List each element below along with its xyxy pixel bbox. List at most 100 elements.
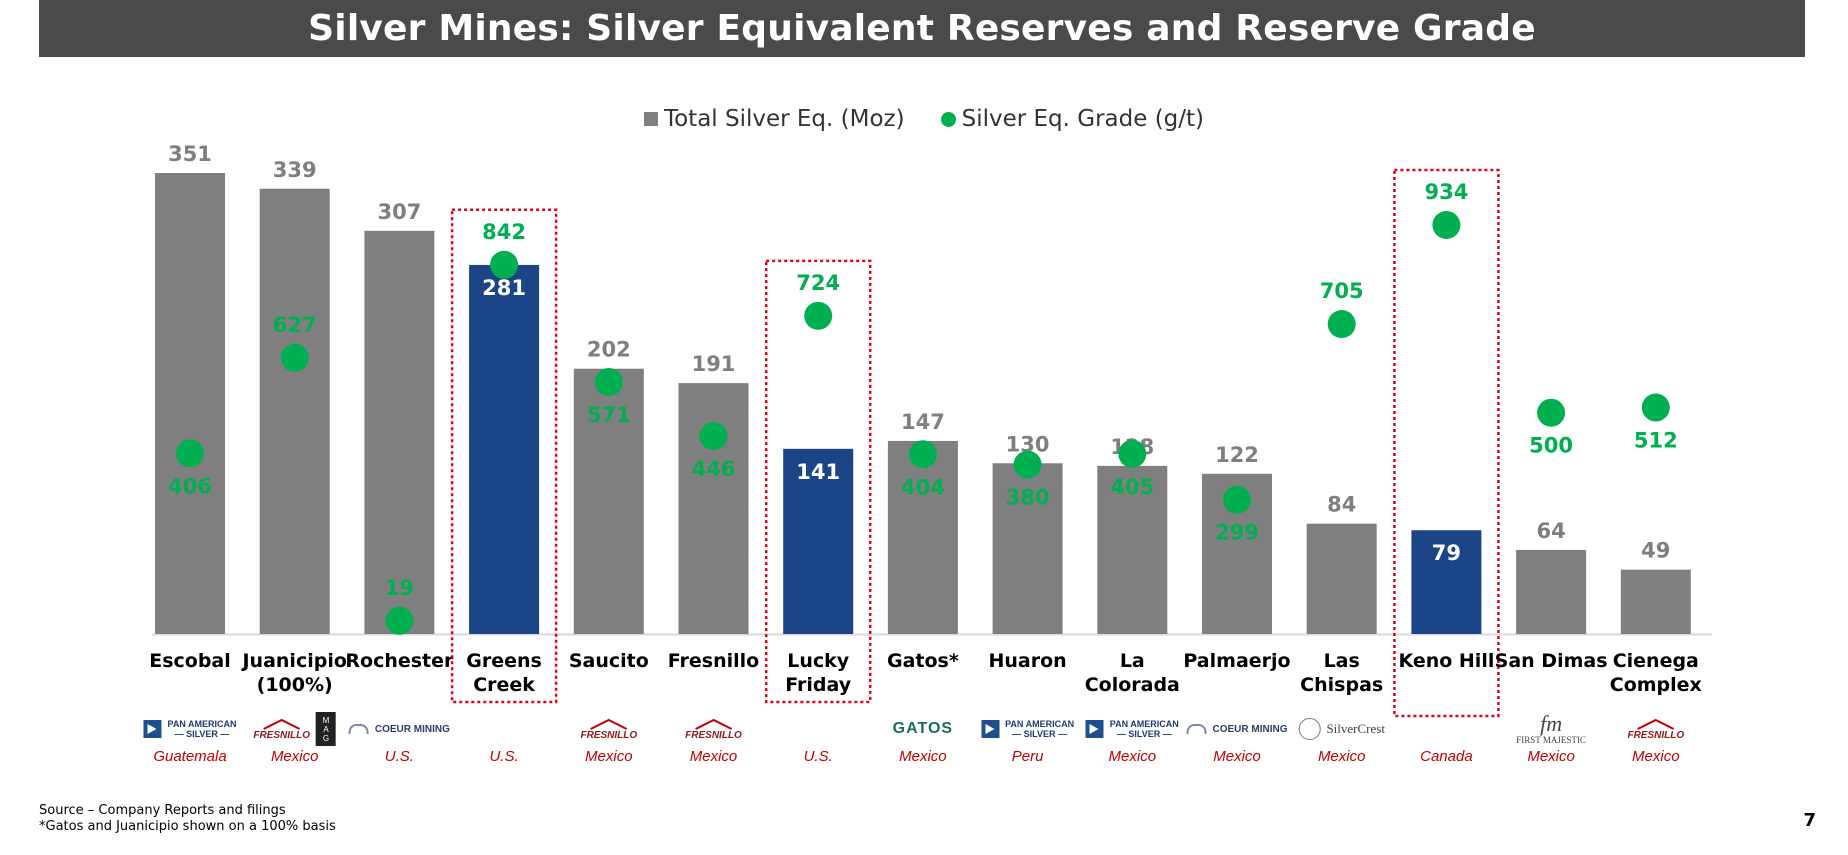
grade-value-label: 705 bbox=[1320, 279, 1364, 303]
logo-text-line: fm bbox=[1540, 711, 1563, 736]
grade-dot bbox=[804, 301, 833, 330]
category-label: Saucito bbox=[569, 650, 649, 672]
company-logo: FRESNILLO bbox=[1627, 712, 1684, 746]
company-logo: FRESNILLO M A G bbox=[253, 712, 337, 746]
fresnillo-mark: FRESNILLO bbox=[580, 718, 637, 741]
bar-value-label: 141 bbox=[796, 460, 840, 484]
bar-value-label: 339 bbox=[273, 158, 317, 182]
category-label: Fresnillo bbox=[668, 650, 759, 672]
roof-icon bbox=[590, 718, 628, 730]
footnote-basis: *Gatos and Juanicipio shown on a 100% ba… bbox=[39, 819, 336, 834]
grade-dot bbox=[1641, 393, 1670, 422]
bar-value-label: 191 bbox=[692, 352, 736, 376]
highlight-box bbox=[764, 259, 872, 704]
legend-item-bars: Total Silver Eq. (Moz) bbox=[643, 106, 905, 132]
grade-value-label: 405 bbox=[1110, 475, 1154, 499]
page-number: 7 bbox=[1803, 810, 1816, 831]
footnotes: Source – Company Reports and filings *Ga… bbox=[39, 803, 336, 835]
logo-wordmark: PAN AMERICAN — SILVER — bbox=[1110, 719, 1179, 739]
grade-value-label: 299 bbox=[1215, 521, 1259, 545]
legend-dot-swatch bbox=[940, 111, 956, 127]
country-label: Mexico bbox=[1318, 748, 1366, 765]
bar bbox=[887, 440, 958, 634]
country-label: Guatemala bbox=[153, 748, 226, 765]
bar bbox=[1097, 465, 1168, 634]
category-label: Las bbox=[1324, 650, 1360, 672]
company-logo: FRESNILLO bbox=[685, 712, 742, 746]
country-label: U.S. bbox=[804, 748, 833, 765]
category-label: Chispas bbox=[1300, 674, 1383, 696]
bar-value-label: 64 bbox=[1536, 519, 1565, 543]
category-label: (100%) bbox=[257, 674, 333, 696]
company-logo: SilverCrest bbox=[1298, 712, 1385, 746]
grade-dot bbox=[908, 440, 937, 469]
grade-dot bbox=[1432, 211, 1461, 239]
logo-text-line: PAN AMERICAN bbox=[1109, 719, 1179, 729]
bar bbox=[678, 383, 749, 634]
grade-value-label: 842 bbox=[482, 220, 526, 244]
logo-wordmark: SilverCrest bbox=[1326, 721, 1385, 736]
country-label: Mexico bbox=[1527, 748, 1575, 765]
logo-text-line: PAN AMERICAN bbox=[1005, 719, 1075, 729]
coeur-icon bbox=[348, 724, 369, 734]
highlight-box bbox=[1393, 168, 1500, 718]
grade-value-label: 627 bbox=[273, 313, 317, 337]
grade-dot bbox=[385, 606, 414, 635]
category-label: Huaron bbox=[988, 650, 1066, 672]
grade-value-label: 19 bbox=[385, 576, 414, 600]
country-label: Mexico bbox=[1109, 748, 1157, 765]
grade-value-label: 571 bbox=[587, 403, 631, 427]
country-label: Mexico bbox=[1213, 748, 1261, 765]
logo-text-line: FIRST MAJESTIC bbox=[1516, 735, 1586, 745]
category-label: Rochester bbox=[345, 650, 454, 672]
grade-dot bbox=[1537, 398, 1566, 427]
category-label: Friday bbox=[785, 674, 851, 696]
company-logo: FRESNILLO bbox=[580, 712, 637, 746]
logo-wordmark: fm FIRST MAJESTIC bbox=[1516, 711, 1586, 746]
country-label: Peru bbox=[1012, 748, 1044, 765]
grade-dot bbox=[1223, 485, 1251, 514]
company-logo: PAN AMERICAN — SILVER — bbox=[143, 712, 237, 746]
logo-wordmark: PAN AMERICAN — SILVER — bbox=[168, 719, 237, 739]
bar bbox=[469, 264, 540, 634]
logo-text-line: — SILVER — bbox=[1012, 729, 1068, 739]
country-label: Mexico bbox=[271, 748, 319, 765]
bar bbox=[783, 448, 854, 634]
highlight-box bbox=[450, 208, 558, 704]
grade-value-label: 446 bbox=[692, 457, 736, 481]
bar bbox=[1516, 549, 1587, 634]
country-label: Mexico bbox=[899, 748, 947, 765]
logo-wordmark: GATOS bbox=[892, 720, 954, 737]
company-logo: GATOS bbox=[893, 712, 953, 746]
logo-text-line: M bbox=[322, 715, 330, 725]
bar-value-label: 281 bbox=[482, 276, 526, 300]
bar-value-label: 122 bbox=[1215, 443, 1259, 467]
bar bbox=[1306, 523, 1377, 634]
legend-bar-swatch bbox=[643, 112, 658, 126]
bar-value-label: 49 bbox=[1641, 539, 1670, 563]
logo-text-line: PAN AMERICAN bbox=[167, 719, 237, 729]
logo-text-line: — SILVER — bbox=[1116, 729, 1172, 739]
logo-wordmark: FRESNILLO bbox=[685, 729, 742, 741]
bar bbox=[259, 188, 330, 634]
category-label: San Dimas bbox=[1495, 650, 1608, 672]
roof-icon bbox=[263, 718, 301, 730]
title-bar: Silver Mines: Silver Equivalent Reserves… bbox=[39, 0, 1805, 57]
logo-wordmark: COEUR MINING bbox=[1212, 723, 1288, 735]
country-label: Mexico bbox=[1632, 748, 1680, 765]
grade-value-label: 406 bbox=[168, 474, 212, 498]
category-label: La bbox=[1120, 650, 1145, 672]
category-label: Escobal bbox=[149, 650, 231, 672]
country-label: Mexico bbox=[690, 748, 738, 765]
grade-value-label: 512 bbox=[1634, 429, 1678, 453]
grade-value-label: 934 bbox=[1424, 180, 1468, 204]
logo-text-line: A bbox=[323, 724, 329, 734]
logo-wordmark: COEUR MINING bbox=[374, 723, 450, 735]
bar-value-label: 79 bbox=[1432, 541, 1461, 565]
legend-item-dots: Silver Eq. Grade (g/t) bbox=[940, 106, 1204, 132]
grade-dot bbox=[1118, 439, 1147, 468]
grade-value-label: 404 bbox=[901, 475, 945, 499]
grade-value-label: 500 bbox=[1529, 434, 1573, 458]
grade-dot bbox=[1013, 450, 1042, 479]
